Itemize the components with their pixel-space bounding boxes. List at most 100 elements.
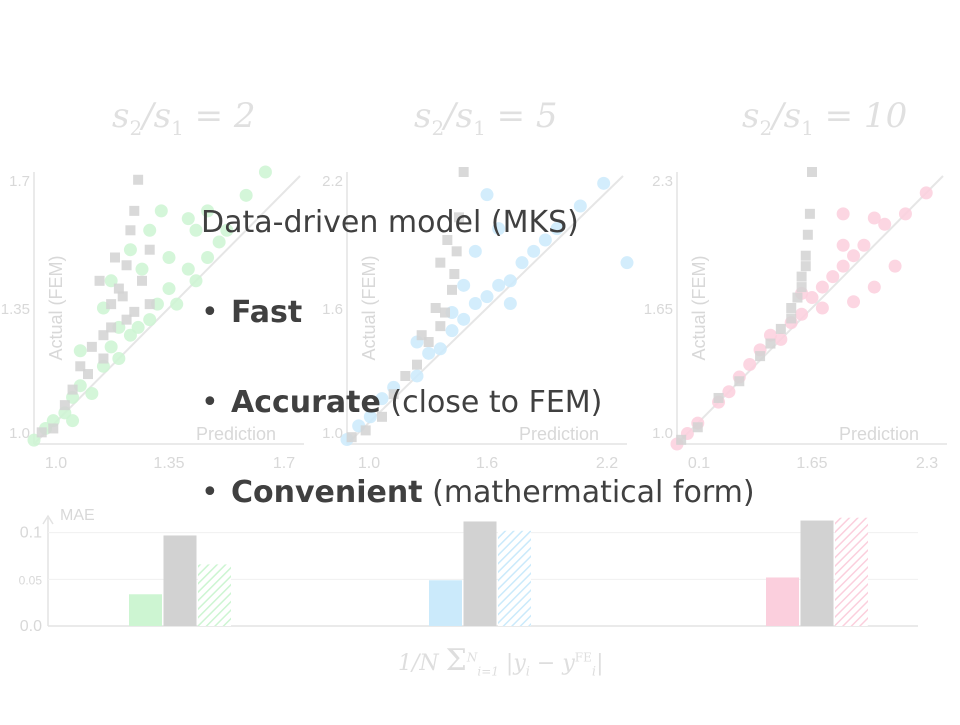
data-point-circle (143, 223, 157, 237)
data-point-square (440, 307, 450, 318)
panel-title-3: s2/s1 = 10 (742, 96, 908, 140)
data-point-circle (468, 296, 482, 310)
data-point-square (346, 432, 357, 443)
bar-y-tick-label: 0.1 (20, 525, 42, 542)
data-point-circle (826, 270, 840, 284)
data-point-circle (538, 233, 552, 247)
data-point-circle (795, 307, 809, 321)
mae-bar (198, 564, 231, 626)
mae-bar (463, 521, 497, 626)
data-point-square (36, 427, 47, 438)
data-point-square (83, 369, 93, 380)
data-point-square (121, 260, 132, 271)
y-tick-label: 1.35 (1, 301, 30, 318)
x-tick-label: 1.0 (45, 455, 67, 472)
data-point-square (786, 303, 797, 313)
data-point-circle (763, 328, 777, 342)
x-tick-label: 1.65 (796, 455, 827, 472)
data-point-square (692, 422, 703, 433)
y-tick-label: 1.7 (9, 173, 30, 190)
data-point-circle (258, 165, 272, 179)
data-point-square (129, 205, 140, 216)
y-tick-label: 1.65 (644, 301, 673, 318)
data-point-circle (867, 280, 881, 294)
data-point-circle (836, 259, 850, 273)
data-point-circle (85, 386, 99, 400)
data-point-square (430, 303, 441, 313)
bar-y-tick-label: 0.0 (20, 618, 42, 635)
data-point-circle (888, 259, 902, 273)
data-point-square (121, 314, 132, 325)
data-point-circle (847, 249, 861, 263)
data-point-circle (201, 250, 215, 264)
data-point-square (388, 389, 399, 400)
data-point-circle (73, 344, 87, 358)
data-point-square (435, 321, 446, 332)
data-point-square (75, 361, 86, 372)
mae-bar (429, 580, 462, 626)
data-point-circle (239, 188, 253, 202)
data-point-circle (480, 188, 494, 202)
data-point-square (734, 376, 745, 387)
data-point-square (713, 392, 724, 403)
data-point-circle (836, 238, 850, 252)
data-point-square (442, 235, 453, 245)
data-point-square (676, 434, 687, 445)
data-point-circle (220, 223, 234, 237)
data-point-circle (836, 207, 850, 221)
data-point-square (416, 330, 427, 341)
data-point-circle (131, 320, 145, 334)
data-point-circle (181, 212, 195, 226)
mae-formula: 1/N ΣNi=1 |yi − yFEi| (398, 643, 604, 680)
data-point-square (137, 275, 147, 286)
data-point-circle (201, 204, 215, 218)
x-tick-label: 1.7 (273, 455, 295, 472)
data-point-square (113, 283, 124, 294)
bullet-dot: • (201, 385, 219, 420)
bullet-heading: Data-driven model (MKS) (201, 205, 579, 240)
data-point-circle (492, 278, 506, 292)
bar-y-axis-arrow (42, 514, 54, 525)
data-point-circle (492, 222, 506, 236)
data-point-circle (867, 211, 881, 225)
data-point-circle (189, 274, 203, 288)
data-point-square (796, 282, 807, 293)
x-tick-label: 0.1 (688, 455, 710, 472)
panel-title-1: s2/s1 = 2 (112, 96, 256, 140)
y-tick-label: 1.0 (9, 425, 30, 442)
data-point-circle (503, 296, 517, 310)
data-point-square (454, 212, 464, 223)
data-point-square (48, 423, 59, 434)
data-point-circle (597, 176, 611, 190)
data-point-square (755, 351, 766, 362)
data-point-circle (743, 357, 757, 371)
y-tick-label: 1.0 (322, 425, 343, 442)
data-point-circle (805, 291, 819, 305)
data-point-square (423, 337, 434, 347)
data-point-square (86, 341, 97, 352)
data-point-square (786, 313, 797, 324)
y-axis-label: Actual (FEM) (689, 255, 709, 360)
data-point-circle (363, 410, 377, 424)
data-point-circle (422, 346, 436, 360)
mae-bar (766, 577, 799, 626)
data-point-circle (457, 278, 471, 292)
data-point-square (435, 257, 446, 268)
data-point-circle (878, 217, 892, 231)
x-tick-label: 2.3 (916, 455, 938, 472)
data-point-circle (162, 250, 176, 264)
data-point-circle (515, 256, 529, 270)
y-tick-label: 2.3 (652, 173, 673, 190)
data-point-square (98, 353, 109, 364)
data-point-square (94, 275, 105, 286)
data-point-square (412, 359, 422, 370)
x-tick-label: 1.6 (476, 455, 498, 472)
data-point-circle (189, 223, 203, 237)
mae-bar (163, 535, 197, 626)
y-axis-label: Actual (FEM) (359, 255, 379, 360)
data-point-circle (480, 290, 494, 304)
mae-bar (835, 517, 868, 626)
data-point-circle (104, 340, 118, 354)
bullet-dot: • (201, 295, 219, 330)
